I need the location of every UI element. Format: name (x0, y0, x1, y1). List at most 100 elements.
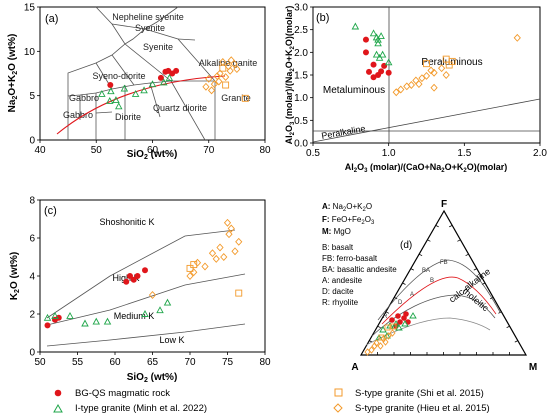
data-point (374, 39, 382, 47)
point-hieu (368, 346, 375, 354)
data-point (397, 85, 405, 94)
data-point (66, 311, 74, 319)
x-tick-label: 65 (147, 357, 159, 368)
afm-key-f: F: FeO+Fe2O3 (322, 215, 375, 226)
data-point (415, 80, 423, 89)
tholeitic-curve (377, 259, 501, 321)
afm-key-r: R: rhyolite (322, 298, 359, 307)
data-point (130, 276, 137, 283)
afm-tick (427, 239, 431, 242)
point-itype (379, 326, 387, 333)
data-point (422, 71, 431, 80)
data-point (362, 36, 369, 43)
data-point (377, 32, 385, 39)
x-tick-label: 80 (259, 145, 271, 156)
data-point (225, 230, 233, 239)
panel-b-xlabel: Al2O3 (molar)/(CaO+Na2O+K2O)(molar) (345, 162, 507, 174)
figure-legend: BG-QS magmatic rock S-type granite (Shi … (53, 388, 490, 414)
data-point (235, 289, 243, 297)
panel-c-axis-ticks: 50 55 60 65 70 75 80 0 2 4 6 8 (29, 196, 271, 369)
data-point (407, 81, 415, 89)
panel-a-field-labels: Nepheline syenite Syenite Syenite Alkali… (63, 12, 257, 122)
data-point (223, 218, 232, 227)
curve-label-fb: FB (440, 260, 448, 266)
afm-key-d: D: dacite (322, 287, 354, 296)
data-point (44, 322, 51, 329)
data-point (186, 272, 194, 280)
y-tick-label: 8 (29, 196, 35, 207)
data-point (205, 74, 213, 83)
point-itype (395, 324, 403, 331)
afm-triangle (359, 209, 528, 356)
point-hieu (389, 329, 396, 337)
field-label-low-k: Low K (159, 335, 184, 345)
afm-key-ba: BA: basaltic andesite (322, 265, 397, 274)
field-label: Gabbro (69, 93, 99, 103)
data-point (230, 59, 238, 68)
data-point (159, 78, 168, 86)
data-point (105, 97, 114, 104)
panel-d-legend-text: A: Na2O+K2O F: FeO+Fe2O3 M: MgO B: basal… (322, 202, 397, 307)
field-label: Quartz diorite (153, 103, 207, 113)
field-label: Syenite (143, 42, 173, 52)
legend-label: S-type granite (Hieu et al. 2015) (355, 403, 490, 414)
legend-label: S-type granite (Shi et al. 2015) (355, 388, 484, 399)
panel-d-afm-diagram: A: Na2O+K2O F: FeO+Fe2O3 M: MgO B: basal… (322, 199, 537, 373)
data-point (362, 49, 369, 56)
data-point (233, 65, 241, 74)
data-point (103, 317, 112, 325)
data-point (392, 88, 400, 97)
x-tick-label: 40 (34, 145, 46, 156)
data-point (423, 60, 430, 68)
data-point (227, 224, 235, 233)
legend-marker-triangle (53, 403, 63, 413)
x-tick-label: 2.0 (533, 148, 547, 159)
data-point (92, 317, 101, 325)
data-point (202, 82, 210, 91)
panel-b-peralkaline-line (312, 98, 541, 143)
data-point (142, 267, 148, 274)
data-point (156, 306, 164, 314)
data-point (165, 73, 174, 81)
data-point (513, 33, 521, 42)
data-point (163, 298, 172, 306)
data-point (98, 89, 106, 97)
data-point (372, 50, 381, 58)
x-tick-label: 70 (203, 145, 215, 156)
data-point (186, 264, 194, 272)
data-point (220, 253, 228, 261)
panel-c-k2o-sio2-diagram: (c) Shoshonitic K High K Medium K Low K … (9, 196, 271, 385)
panel-c-label: (c) (44, 205, 57, 217)
panel-d-label: (d) (400, 240, 412, 251)
y-tick-label: 0 (29, 136, 35, 147)
data-point (107, 82, 114, 89)
curve-label-a: A (410, 292, 414, 298)
field-label: Syeno-diorite (92, 71, 145, 81)
point-bgqs (397, 319, 403, 325)
panel-b-label: (b) (316, 12, 329, 24)
field-label: Diorite (115, 112, 141, 122)
data-point (442, 71, 450, 79)
field-label: Granite (221, 93, 251, 103)
data-point (215, 77, 223, 86)
point-itype (383, 332, 391, 339)
data-point (231, 247, 239, 256)
data-point (385, 69, 392, 76)
y-tick-label: 1.5 (294, 71, 308, 82)
data-point (374, 35, 382, 43)
curve-label-ba: BA (422, 268, 430, 274)
data-point (369, 29, 378, 37)
afm-tick (402, 282, 406, 285)
afm-edge-ticks (369, 225, 518, 355)
x-tick-label: 75 (222, 357, 234, 368)
point-hieu (371, 342, 378, 350)
panel-a-xlabel: SiO2 (wt%) (127, 149, 178, 161)
data-point (378, 68, 385, 75)
x-tick-label: 0.5 (306, 148, 320, 159)
afm-key-fb: FB: ferro-basalt (322, 254, 378, 263)
legend-item-itype: I-type granite (Minh et al. 2022) (53, 403, 207, 414)
point-shi (384, 324, 391, 331)
point-shi (390, 323, 397, 330)
y-tick-label: 2.5 (294, 25, 308, 36)
data-point (107, 87, 115, 95)
